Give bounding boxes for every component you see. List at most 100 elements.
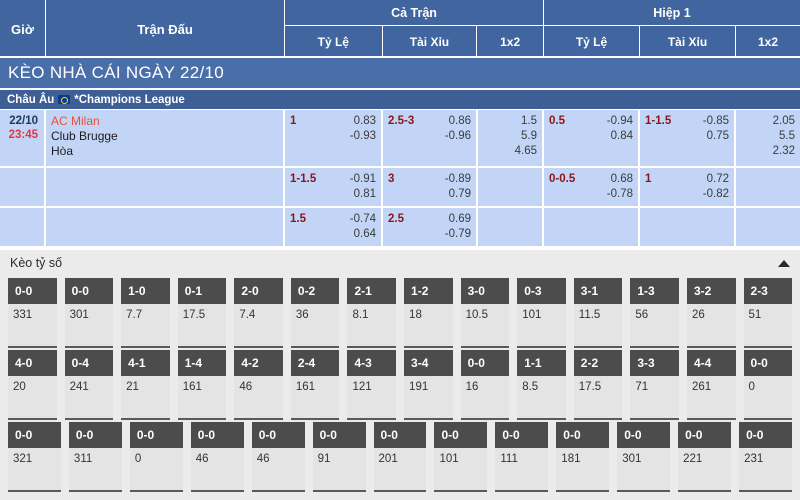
ft-handicap-cell-odd-1[interactable]: 0.83 <box>353 115 376 127</box>
correct-score-card[interactable]: 3-0 10.5 <box>460 278 510 350</box>
correct-score-header[interactable]: Kèo tỷ số <box>0 250 800 276</box>
h1-1x2-cell[interactable]: 2.05 5.5 2.32 <box>736 110 800 166</box>
correct-score-odds[interactable]: 8.1 <box>347 304 397 348</box>
correct-score-card[interactable]: 0-0 101 <box>434 422 488 494</box>
correct-score-card[interactable]: 3-3 71 <box>630 350 679 422</box>
correct-score-card[interactable]: 4-4 261 <box>686 350 736 422</box>
ft-handicap-cell-odd-2[interactable]: -0.93 <box>349 130 376 142</box>
correct-score-odds[interactable]: 7.4 <box>234 304 283 348</box>
ft-overunder-cell-odd-2[interactable]: 0.79 <box>448 188 471 200</box>
correct-score-odds[interactable]: 11.5 <box>573 304 623 348</box>
correct-score-card[interactable]: 0-3 101 <box>517 278 566 350</box>
correct-score-card[interactable]: 3-4 191 <box>404 350 453 422</box>
correct-score-card[interactable]: 0-0 321 <box>8 422 61 494</box>
correct-score-card[interactable]: 2-3 51 <box>743 278 793 350</box>
correct-score-card[interactable]: 0-0 0 <box>129 422 183 494</box>
correct-score-card[interactable]: 0-0 331 <box>8 278 57 350</box>
ft-overunder-cell-odd-2[interactable]: -0.79 <box>444 228 471 240</box>
correct-score-odds[interactable]: 0 <box>129 448 183 492</box>
ft-1x2-cell[interactable] <box>478 208 544 246</box>
ft-handicap-cell[interactable]: 1 0.83 -0.93 <box>285 110 383 166</box>
ft-overunder-cell[interactable]: 2.5 0.69 -0.79 <box>383 208 478 246</box>
h1-overunder-cell-odd-1[interactable]: 0.72 <box>706 173 729 185</box>
correct-score-odds[interactable]: 17.5 <box>573 376 623 420</box>
correct-score-odds[interactable]: 36 <box>290 304 340 348</box>
ft-handicap-cell[interactable]: 1.5 -0.74 0.64 <box>285 208 383 246</box>
correct-score-odds[interactable]: 0 <box>743 376 793 420</box>
h1-overunder-cell-odd-2[interactable]: -0.82 <box>702 188 729 200</box>
ft-1x2-cell-odd-3[interactable]: 4.65 <box>514 145 537 157</box>
ft-handicap-cell-odd-1[interactable]: -0.74 <box>349 213 376 225</box>
ft-overunder-cell[interactable]: 2.5-3 0.86 -0.96 <box>383 110 478 166</box>
h1-1x2-cell-odd-2[interactable]: 5.5 <box>779 130 795 142</box>
ft-handicap-cell-odd-2[interactable]: 0.64 <box>353 228 376 240</box>
correct-score-odds[interactable]: 301 <box>617 448 671 492</box>
correct-score-odds[interactable]: 18 <box>404 304 453 348</box>
correct-score-card[interactable]: 0-1 17.5 <box>177 278 227 350</box>
ft-1x2-cell-odd-2[interactable]: 5.9 <box>521 130 537 142</box>
correct-score-card[interactable]: 4-1 21 <box>121 350 170 422</box>
correct-score-odds[interactable]: 241 <box>64 376 114 420</box>
correct-score-card[interactable]: 1-3 56 <box>630 278 679 350</box>
correct-score-card[interactable]: 1-2 18 <box>404 278 453 350</box>
correct-score-odds[interactable]: 8.5 <box>517 376 566 420</box>
correct-score-odds[interactable]: 231 <box>739 448 792 492</box>
correct-score-card[interactable]: 0-4 241 <box>64 350 114 422</box>
correct-score-odds[interactable]: 21 <box>121 376 170 420</box>
correct-score-card[interactable]: 0-0 0 <box>743 350 793 422</box>
ft-handicap-cell-odd-1[interactable]: -0.91 <box>349 173 376 185</box>
correct-score-odds[interactable]: 161 <box>177 376 227 420</box>
correct-score-card[interactable]: 2-1 8.1 <box>347 278 397 350</box>
h1-handicap-cell-odd-1[interactable]: -0.94 <box>606 115 633 127</box>
correct-score-card[interactable]: 3-1 11.5 <box>573 278 623 350</box>
correct-score-card[interactable]: 0-0 231 <box>739 422 792 494</box>
h1-1x2-cell-odd-1[interactable]: 2.05 <box>772 115 795 127</box>
h1-handicap-cell-odd-1[interactable]: 0.68 <box>610 173 633 185</box>
h1-handicap-cell-odd-2[interactable]: 0.84 <box>610 130 633 142</box>
correct-score-card[interactable]: 0-0 91 <box>312 422 366 494</box>
correct-score-card[interactable]: 0-0 111 <box>495 422 549 494</box>
correct-score-odds[interactable]: 46 <box>234 376 283 420</box>
correct-score-card[interactable]: 0-0 46 <box>190 422 244 494</box>
h1-overunder-cell[interactable]: 1 0.72 -0.82 <box>640 168 736 206</box>
ft-1x2-cell-odd-1[interactable]: 1.5 <box>521 115 537 127</box>
h1-overunder-cell[interactable] <box>640 208 736 246</box>
correct-score-odds[interactable]: 191 <box>404 376 453 420</box>
correct-score-card[interactable]: 3-2 26 <box>686 278 736 350</box>
correct-score-card[interactable]: 0-0 201 <box>373 422 427 494</box>
correct-score-card[interactable]: 1-0 7.7 <box>121 278 170 350</box>
correct-score-card[interactable]: 1-1 8.5 <box>517 350 566 422</box>
h1-handicap-cell[interactable]: 0.5 -0.94 0.84 <box>544 110 640 166</box>
ft-1x2-cell[interactable]: 1.5 5.9 4.65 <box>478 110 544 166</box>
correct-score-odds[interactable]: 7.7 <box>121 304 170 348</box>
h1-overunder-cell-odd-1[interactable]: -0.85 <box>702 115 729 127</box>
correct-score-card[interactable]: 0-0 46 <box>251 422 305 494</box>
ft-handicap-cell[interactable]: 1-1.5 -0.91 0.81 <box>285 168 383 206</box>
league-row[interactable]: Châu Âu *Champions League <box>0 90 800 110</box>
ft-overunder-cell-odd-2[interactable]: -0.96 <box>444 130 471 142</box>
correct-score-odds[interactable]: 261 <box>686 376 736 420</box>
caret-up-icon[interactable] <box>778 259 790 267</box>
correct-score-odds[interactable]: 181 <box>556 448 610 492</box>
ft-overunder-cell-odd-1[interactable]: 0.69 <box>448 213 471 225</box>
correct-score-odds[interactable]: 46 <box>190 448 244 492</box>
correct-score-card[interactable]: 2-4 161 <box>290 350 340 422</box>
correct-score-card[interactable]: 4-2 46 <box>234 350 283 422</box>
match-teams-cell[interactable]: AC Milan Club Brugge Hòa <box>46 110 285 166</box>
correct-score-odds[interactable]: 201 <box>373 448 427 492</box>
correct-score-card[interactable]: 0-0 181 <box>556 422 610 494</box>
correct-score-card[interactable]: 2-2 17.5 <box>573 350 623 422</box>
h1-1x2-cell-odd-3[interactable]: 2.32 <box>772 145 795 157</box>
correct-score-odds[interactable]: 101 <box>434 448 488 492</box>
correct-score-odds[interactable]: 26 <box>686 304 736 348</box>
correct-score-card[interactable]: 0-0 311 <box>68 422 122 494</box>
ft-overunder-cell-odd-1[interactable]: -0.89 <box>444 173 471 185</box>
h1-handicap-cell-odd-2[interactable]: -0.78 <box>606 188 633 200</box>
correct-score-odds[interactable]: 111 <box>495 448 549 492</box>
correct-score-odds[interactable]: 16 <box>460 376 510 420</box>
correct-score-odds[interactable]: 221 <box>678 448 732 492</box>
ft-overunder-cell[interactable]: 3 -0.89 0.79 <box>383 168 478 206</box>
h1-1x2-cell[interactable] <box>736 208 800 246</box>
correct-score-odds[interactable]: 301 <box>64 304 114 348</box>
match-teams-cell[interactable] <box>46 168 285 206</box>
